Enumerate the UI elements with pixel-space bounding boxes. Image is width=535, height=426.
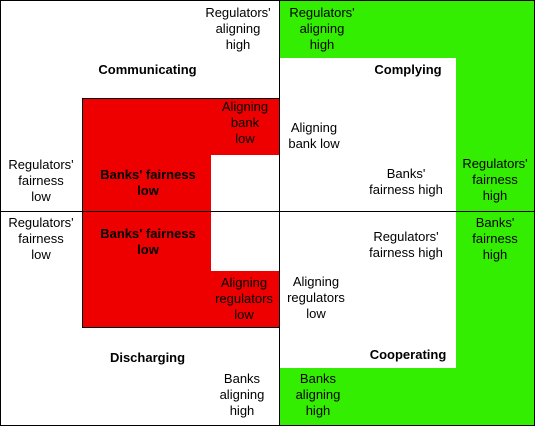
top-green-regulators-aligning-high: Regulators' aligning high [289, 5, 355, 52]
banks-fairness-high: Banks' fairness high [369, 166, 443, 197]
bottom-green-banks-aligning-high: Banks aligning high [295, 371, 341, 418]
aligning-regulators-low-red: Aligning regulators low [215, 275, 273, 322]
red-notch-white [211, 155, 280, 271]
left-upper-regulators-fairness-low: Regulators' fairness low [8, 157, 74, 204]
quadrant-cooperating: Cooperating [369, 347, 447, 362]
bottom-banks-aligning-high: Banks aligning high [219, 371, 265, 418]
vertical-axis [279, 0, 280, 426]
top-regulators-aligning-high: Regulators' aligning high [205, 5, 271, 52]
red-region-border [82, 98, 280, 328]
horizontal-axis [0, 211, 535, 212]
aligning-regulators-low: Aligning regulators low [287, 274, 345, 321]
aligning-bank-low-red: Aligning bank low [221, 99, 269, 146]
banks-fairness-low-lower: Banks' fairness low [100, 226, 196, 257]
quadrant-communicating: Communicating [98, 62, 197, 77]
quadrant-complying: Complying [374, 62, 442, 77]
regulators-fairness-high: Regulators' fairness high [369, 229, 443, 260]
right-lower-banks-fairness-high: Banks' fairness high [472, 215, 518, 262]
right-upper-regulators-fairness-high: Regulators' fairness high [462, 156, 528, 203]
banks-fairness-low-upper: Banks' fairness low [100, 167, 196, 198]
green-inner-white [280, 58, 456, 368]
aligning-bank-low: Aligning bank low [288, 120, 340, 151]
quadrant-discharging: Discharging [109, 350, 186, 365]
left-lower-regulators-fairness-low: Regulators' fairness low [8, 215, 74, 262]
